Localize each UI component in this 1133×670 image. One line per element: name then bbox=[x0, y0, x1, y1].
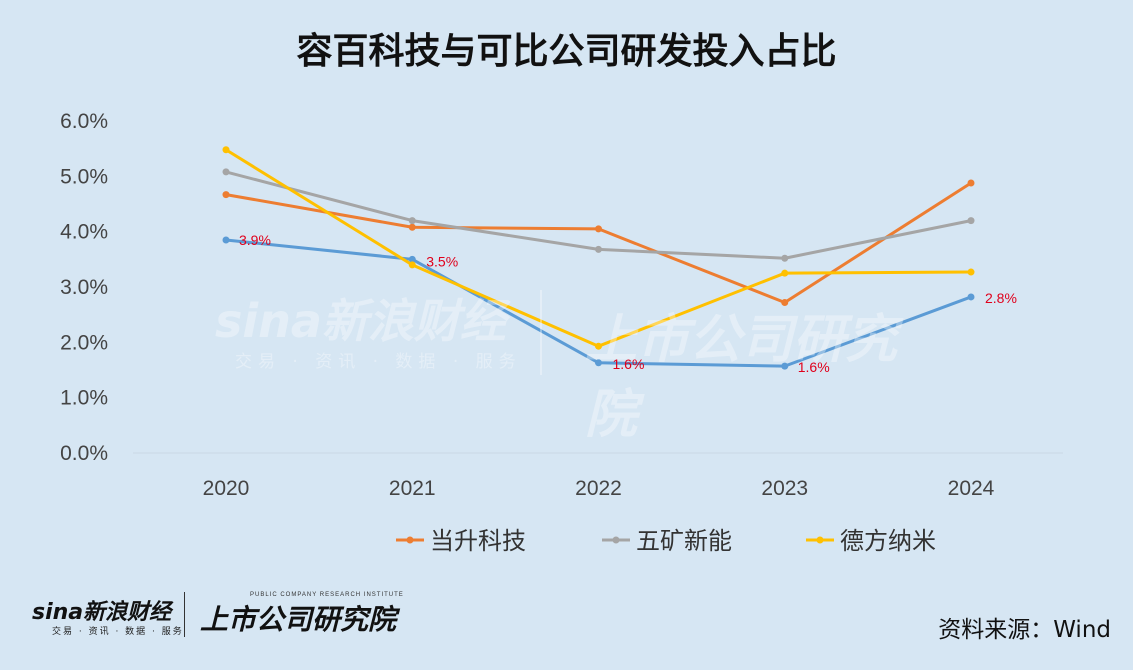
x-tick-label: 2024 bbox=[948, 477, 995, 500]
x-tick-label: 2020 bbox=[203, 477, 250, 500]
data-point bbox=[781, 298, 789, 306]
data-point bbox=[781, 269, 789, 277]
data-point bbox=[967, 217, 975, 225]
y-tick-label: 3.0% bbox=[60, 276, 108, 299]
y-tick-label: 6.0% bbox=[60, 110, 108, 133]
y-tick-label: 0.0% bbox=[60, 442, 108, 465]
x-tick-label: 2022 bbox=[575, 477, 622, 500]
footer-research-english: PUBLIC COMPANY RESEARCH INSTITUTE bbox=[250, 592, 404, 598]
legend-swatch-marker bbox=[816, 536, 824, 544]
data-point bbox=[222, 168, 230, 176]
data-point bbox=[595, 359, 602, 367]
legend-label: 五矿新能 bbox=[636, 527, 732, 555]
data-label: 3.9% bbox=[239, 232, 271, 248]
source-note: 资料来源：Wind bbox=[938, 617, 1111, 643]
footer-divider bbox=[184, 592, 185, 637]
data-point bbox=[222, 236, 230, 244]
footer-sina-logo: sina新浪财经 bbox=[32, 600, 172, 625]
data-point bbox=[222, 146, 230, 154]
y-tick-label: 5.0% bbox=[60, 165, 108, 188]
footer-research-logo: 上市公司研究院 bbox=[200, 603, 397, 636]
data-point bbox=[408, 255, 416, 263]
data-point bbox=[408, 261, 416, 269]
data-labels: 3.9% 3.5% 1.6% 1.6% 2.8% bbox=[239, 232, 1017, 375]
legend-label: 德方纳米 bbox=[840, 527, 936, 555]
data-label: 1.6% bbox=[613, 356, 645, 372]
series-layer bbox=[222, 146, 975, 370]
legend-swatch-marker bbox=[406, 536, 414, 544]
chart-title: 容百科技与可比公司研发投入占比 bbox=[296, 31, 837, 72]
data-label: 3.5% bbox=[426, 253, 458, 269]
data-point bbox=[967, 293, 975, 301]
legend-label: 当升科技 bbox=[430, 527, 526, 555]
data-point bbox=[967, 179, 975, 187]
data-point bbox=[222, 191, 230, 199]
y-tick-label: 2.0% bbox=[60, 331, 108, 354]
x-tick-label: 2023 bbox=[761, 477, 808, 500]
x-axis: 2020 2021 2022 2023 2024 bbox=[203, 477, 995, 500]
data-point bbox=[781, 362, 789, 370]
y-tick-label: 4.0% bbox=[60, 221, 108, 244]
y-tick-label: 1.0% bbox=[60, 387, 108, 410]
footer-logo: sina新浪财经 交易 · 资讯 · 数据 · 服务 PUBLIC COMPAN… bbox=[32, 592, 412, 642]
data-point bbox=[408, 217, 416, 225]
legend: 当升科技 五矿新能 德方纳米 bbox=[396, 527, 936, 555]
data-point bbox=[595, 342, 602, 350]
data-point bbox=[781, 254, 789, 262]
data-label: 1.6% bbox=[798, 359, 830, 375]
data-label: 2.8% bbox=[985, 290, 1017, 306]
data-point bbox=[408, 223, 416, 231]
data-point bbox=[595, 245, 602, 253]
legend-swatch-marker bbox=[612, 536, 620, 544]
footer-sina-tagline: 交易 · 资讯 · 数据 · 服务 bbox=[52, 627, 184, 637]
x-tick-label: 2021 bbox=[389, 477, 436, 500]
y-axis: 0.0% 1.0% 2.0% 3.0% 4.0% 5.0% 6.0% bbox=[60, 110, 108, 465]
data-point bbox=[595, 225, 602, 233]
data-point bbox=[967, 268, 975, 276]
